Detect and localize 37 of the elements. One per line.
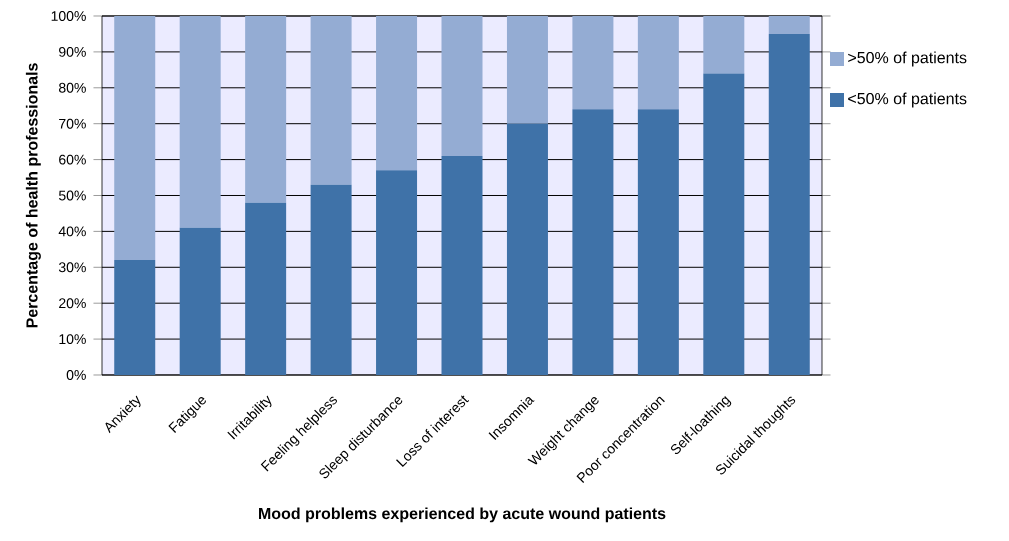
bar [114, 260, 156, 375]
bar [506, 16, 548, 124]
y-tick-label: 50% [58, 190, 86, 201]
bar [768, 33, 810, 375]
bar [310, 16, 352, 185]
bar [703, 73, 745, 375]
bar [572, 16, 614, 110]
bar [245, 16, 287, 203]
bar [245, 202, 287, 375]
y-tick-label: 90% [59, 46, 86, 57]
y-tick-label: 30% [58, 262, 86, 273]
bar [376, 16, 418, 171]
y-tick-label: 20% [59, 298, 86, 309]
bar [572, 109, 614, 375]
bar [768, 16, 810, 34]
legend-label: >50% of patients [848, 51, 967, 67]
y-tick-label: 60% [59, 154, 86, 165]
y-tick-label: 10% [59, 334, 86, 345]
bar [114, 16, 156, 261]
y-tick-label: 100% [51, 11, 86, 21]
legend-label: <50% of patients [848, 92, 967, 108]
y-tick-label: 80% [58, 82, 86, 93]
bar [310, 184, 352, 375]
bar [703, 16, 745, 74]
bar [441, 16, 483, 156]
bar [441, 156, 483, 375]
y-tick-label: 40% [58, 226, 86, 237]
y-axis-title: Percentage of health professionals [25, 63, 41, 328]
x-axis-title: Mood problems experienced by acute wound patients [259, 507, 666, 523]
bar [179, 227, 221, 375]
bar [637, 16, 679, 110]
y-tick-label: 70% [59, 118, 86, 129]
bar [506, 123, 548, 375]
bar [376, 170, 418, 375]
bar [179, 16, 221, 228]
y-tick-label: 0% [66, 370, 86, 380]
bar [637, 109, 679, 375]
